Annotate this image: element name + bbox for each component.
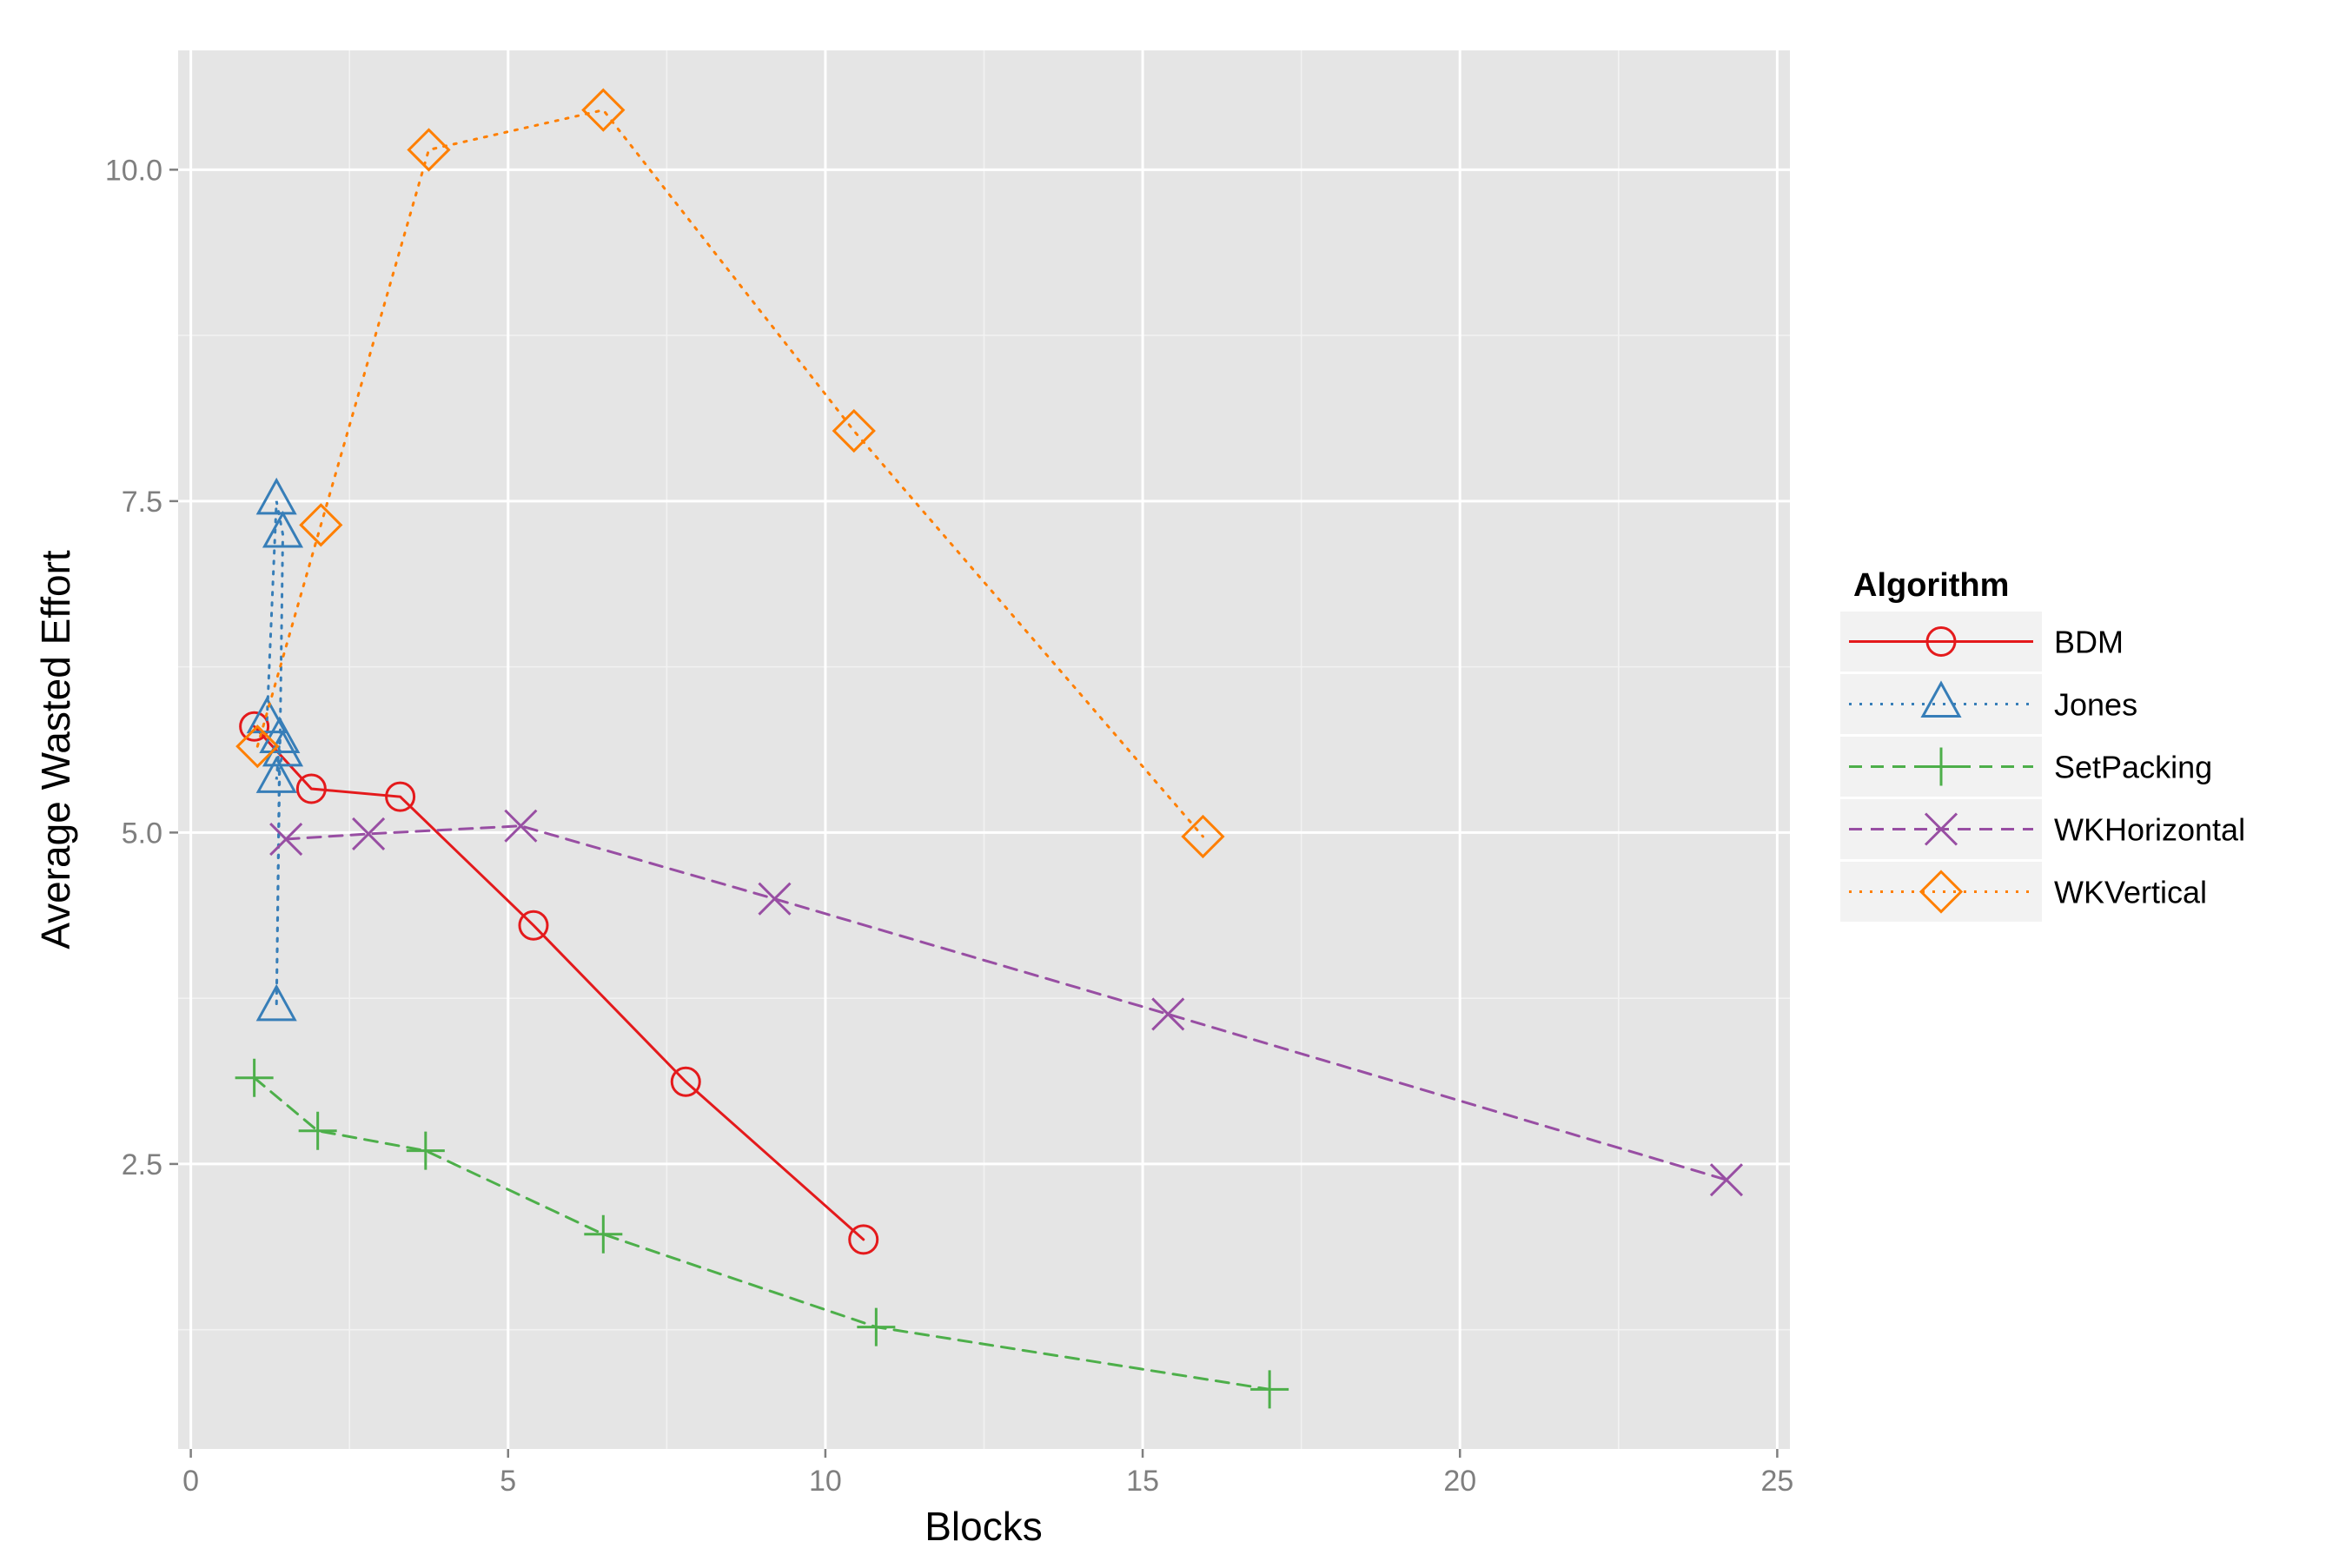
data-point-wkhorizontal bbox=[269, 822, 303, 857]
data-point-wkvertical bbox=[407, 128, 451, 172]
data-point-bdm bbox=[239, 711, 270, 742]
series-wkvertical bbox=[235, 88, 1225, 859]
x-tick-label: 0 bbox=[182, 1465, 199, 1498]
legend-label-wkhorizontal: WKHorizontal bbox=[2054, 812, 2245, 848]
data-point-bdm bbox=[385, 781, 416, 812]
data-point-setpacking bbox=[406, 1131, 445, 1170]
data-point-jones bbox=[262, 510, 304, 548]
data-point-jones bbox=[259, 716, 301, 754]
series-line-wkhorizontal bbox=[284, 824, 1728, 1181]
legend-label-jones: Jones bbox=[2054, 687, 2137, 723]
series-wkhorizontal bbox=[269, 809, 1744, 1197]
legend-key-marker-setpacking bbox=[1922, 747, 1960, 786]
grid-lines bbox=[178, 50, 1790, 1449]
series-bdm bbox=[239, 711, 879, 1255]
data-point-wkvertical bbox=[1181, 814, 1225, 859]
legend-label-wkvertical: WKVertical bbox=[2054, 875, 2207, 910]
x-tick-label: 20 bbox=[1443, 1465, 1476, 1498]
series-line-setpacking bbox=[253, 1076, 1271, 1391]
data-point-jones bbox=[255, 756, 297, 793]
x-tick-label: 25 bbox=[1760, 1465, 1793, 1498]
data-point-wkvertical bbox=[235, 724, 280, 769]
data-point-setpacking bbox=[235, 1058, 274, 1097]
legend-key-marker-bdm bbox=[1925, 626, 1957, 657]
data-point-wkvertical bbox=[832, 408, 876, 453]
y-tick-label: 5.0 bbox=[122, 817, 162, 850]
legend: Algorithm BDM Jones SetPacking WKHorizontal… bbox=[1840, 567, 2245, 922]
y-tick-label: 7.5 bbox=[122, 486, 162, 519]
data-point-wkhorizontal bbox=[352, 817, 386, 850]
data-point-jones bbox=[246, 696, 288, 734]
series-line-jones bbox=[265, 500, 285, 1008]
data-point-wkvertical bbox=[299, 503, 343, 547]
data-point-wkvertical bbox=[581, 88, 626, 132]
x-tick-label: 10 bbox=[809, 1465, 842, 1498]
data-point-setpacking bbox=[298, 1111, 337, 1150]
x-tick-label: 15 bbox=[1126, 1465, 1159, 1498]
data-point-setpacking bbox=[584, 1214, 623, 1254]
legend-label-bdm: BDM bbox=[2054, 625, 2124, 660]
legend-item-bdm: BDM bbox=[1840, 612, 2124, 672]
legend-items: BDM Jones SetPacking WKHorizontal WKVertical bbox=[1840, 612, 2245, 922]
data-point-setpacking bbox=[857, 1307, 896, 1346]
series-line-wkvertical bbox=[255, 108, 1204, 838]
data-point-bdm bbox=[670, 1066, 701, 1097]
x-axis-label: Blocks bbox=[924, 1504, 1042, 1549]
legend-title: Algorithm bbox=[1853, 567, 2009, 604]
series-setpacking bbox=[235, 1058, 1289, 1409]
legend-item-setpacking: SetPacking bbox=[1840, 737, 2212, 797]
y-tick-label: 10.0 bbox=[105, 154, 162, 187]
legend-item-jones: Jones bbox=[1840, 674, 2137, 734]
data-point-bdm bbox=[295, 773, 327, 804]
data-point-jones bbox=[255, 983, 297, 1022]
data-point-wkhorizontal bbox=[1709, 1163, 1744, 1197]
axes: 0 5 10 15 20 25 2.5 5.0 7.5 10.0 bbox=[105, 154, 1793, 1498]
legend-item-wkhorizontal: WKHorizontal bbox=[1840, 799, 2245, 859]
data-point-setpacking bbox=[1250, 1370, 1289, 1409]
legend-key-marker-wkhorizontal bbox=[1924, 812, 1958, 846]
legend-item-wkvertical: WKVertical bbox=[1840, 862, 2207, 922]
x-tick-label: 5 bbox=[500, 1465, 516, 1498]
legend-label-setpacking: SetPacking bbox=[2054, 750, 2212, 785]
legend-key-marker-jones bbox=[1920, 680, 1962, 718]
y-axis-label: Average Wasted Effort bbox=[33, 550, 78, 949]
data-point-wkhorizontal bbox=[1151, 997, 1185, 1031]
legend-key-marker-wkvertical bbox=[1919, 870, 1964, 914]
data-point-jones bbox=[255, 477, 297, 515]
series-layer bbox=[235, 88, 1744, 1409]
data-point-bdm bbox=[848, 1224, 879, 1255]
data-point-wkhorizontal bbox=[758, 882, 792, 916]
data-point-wkhorizontal bbox=[504, 809, 538, 843]
y-tick-label: 2.5 bbox=[122, 1148, 162, 1181]
data-point-bdm bbox=[518, 910, 549, 941]
